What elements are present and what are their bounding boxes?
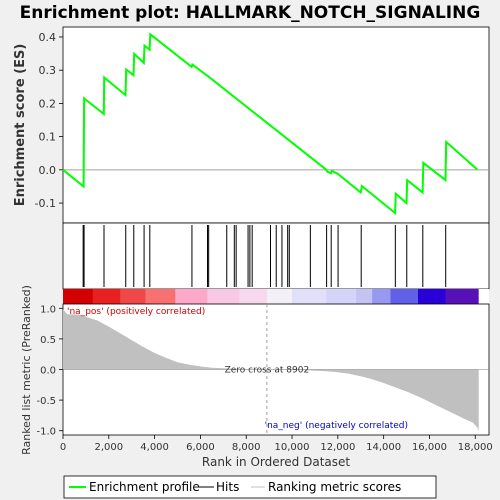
ranking-y-tick-label: 0.5 bbox=[40, 335, 56, 346]
es-y-tick-label: -0.1 bbox=[35, 197, 56, 210]
es-panel-background bbox=[62, 26, 490, 224]
legend-ranking-label: Ranking metric scores bbox=[268, 480, 401, 494]
negative-correlation-label: 'na_neg' (negatively correlated) bbox=[265, 421, 408, 431]
heatbar-segment bbox=[356, 289, 373, 304]
heatbar-segment bbox=[326, 289, 357, 304]
ranking-y-tick-label: 0.0 bbox=[40, 366, 56, 377]
heatbar-segment bbox=[145, 289, 176, 304]
ranking-y-axis-label: Ranked list metric (PreRanked) bbox=[20, 285, 33, 455]
heatbar-segment bbox=[63, 289, 94, 304]
legend-hits-label: Hits bbox=[216, 480, 239, 494]
heatbar-tail bbox=[478, 289, 489, 304]
chart-title: Enrichment plot: HALLMARK_NOTCH_SIGNALIN… bbox=[20, 3, 481, 23]
es-y-tick-label: 0.0 bbox=[39, 164, 57, 177]
heatbar-segment bbox=[207, 289, 240, 304]
legend-box bbox=[63, 475, 437, 499]
heatbar-segment bbox=[292, 289, 327, 304]
es-y-tick-label: 0.1 bbox=[39, 131, 57, 144]
x-tick-label: 0 bbox=[60, 442, 66, 453]
x-tick-label: 6,000 bbox=[186, 442, 215, 453]
positive-correlation-label: 'na_pos' (positively correlated) bbox=[67, 307, 205, 317]
x-tick-label: 8,000 bbox=[232, 442, 261, 453]
x-tick-label: 2,000 bbox=[94, 442, 123, 453]
heatbar-segment bbox=[418, 289, 446, 304]
x-tick-label: 16,000 bbox=[412, 442, 447, 453]
x-tick-label: 4,000 bbox=[140, 442, 169, 453]
ranking-y-tick-label: 1.0 bbox=[40, 304, 56, 315]
heatbar-segment bbox=[372, 289, 392, 304]
legend-enrichment-label: Enrichment profile bbox=[89, 480, 200, 494]
zero-cross-label: Zero cross at 8902 bbox=[225, 366, 310, 376]
x-tick-label: 10,000 bbox=[275, 442, 310, 453]
x-tick-label: 14,000 bbox=[366, 442, 401, 453]
x-axis-label: Rank in Ordered Dataset bbox=[202, 455, 350, 469]
heatbar-segment bbox=[92, 289, 121, 304]
es-y-tick-label: 0.4 bbox=[39, 31, 57, 44]
x-tick-label: 12,000 bbox=[320, 442, 355, 453]
heatbar-segment bbox=[390, 289, 419, 304]
es-y-tick-label: 0.2 bbox=[39, 97, 57, 110]
es-y-tick-label: 0.3 bbox=[39, 64, 57, 77]
ranking-y-tick-label: -0.5 bbox=[36, 396, 56, 407]
x-tick-label: 18,000 bbox=[458, 442, 493, 453]
ranking-metric-area bbox=[63, 309, 479, 431]
es-y-axis-label: Enrichment score (ES) bbox=[13, 44, 28, 207]
heatbar-segment bbox=[239, 289, 268, 304]
heatbar-segment bbox=[445, 289, 480, 304]
enrichment-profile-line bbox=[62, 32, 479, 216]
heatbar-segment bbox=[175, 289, 208, 304]
ranking-y-tick-label: -1.0 bbox=[36, 427, 56, 438]
heatbar-segment bbox=[266, 289, 293, 304]
heatbar-segment bbox=[120, 289, 146, 304]
